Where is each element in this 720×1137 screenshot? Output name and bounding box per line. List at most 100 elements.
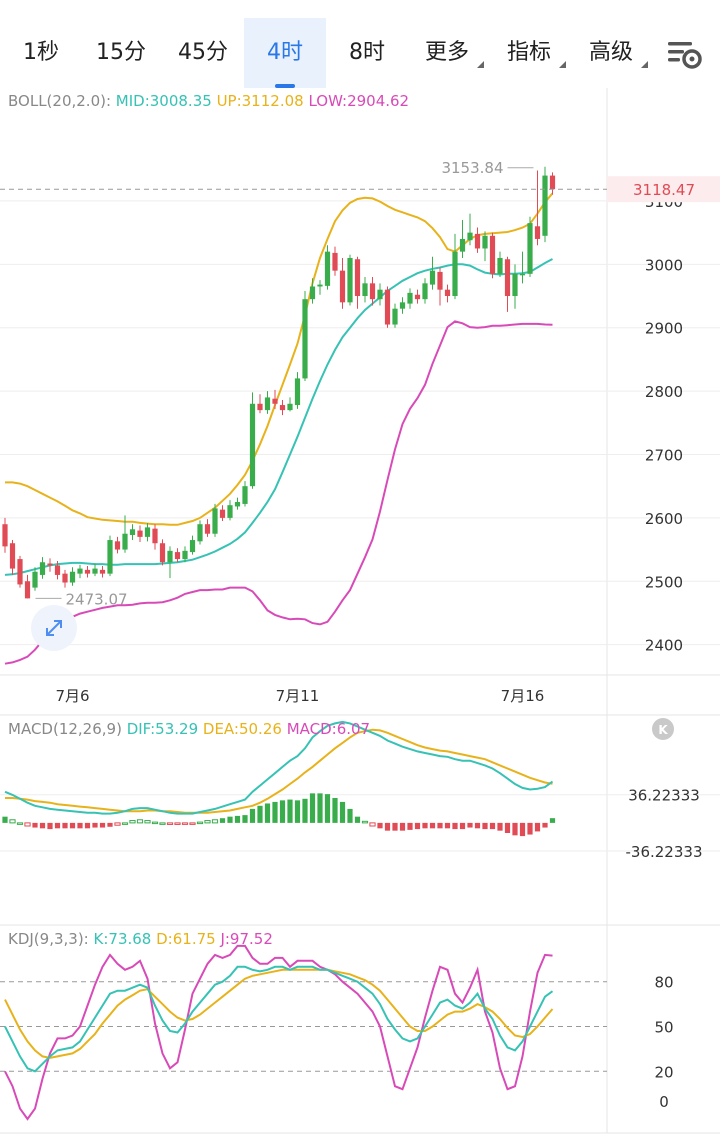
candle-body <box>2 524 8 547</box>
tab-period-15m[interactable]: 15分 <box>80 18 162 88</box>
candle-body <box>362 283 368 297</box>
candle-body <box>167 550 173 563</box>
candle <box>399 297 406 314</box>
macd-histogram-bar <box>279 800 286 823</box>
macd-histogram-bar <box>497 822 503 831</box>
tab-advanced-dropdown[interactable]: 高级 <box>578 18 648 88</box>
candle <box>534 170 541 246</box>
candle <box>77 564 83 579</box>
macd-histogram-bar <box>144 820 151 824</box>
candle <box>107 535 113 577</box>
macd-histogram-bar <box>294 800 301 823</box>
tab-label: 45分 <box>178 40 228 65</box>
y-tick-label: 2400 <box>645 637 683 655</box>
y-tick-label: 0 <box>659 1093 669 1111</box>
macd-histogram-bar <box>69 822 76 829</box>
low-price-label: 2473.07 <box>66 590 128 608</box>
candle <box>287 397 293 412</box>
candle <box>242 481 248 507</box>
candle-body <box>69 571 76 583</box>
collapse-macd-button[interactable]: K <box>652 718 674 740</box>
macd-histogram-bar <box>196 821 204 825</box>
candle <box>384 286 391 328</box>
indicator-value-d: D:61.75 <box>151 930 215 948</box>
candle <box>474 227 481 253</box>
candle-body <box>489 235 496 274</box>
candle <box>497 251 503 277</box>
candle <box>24 574 31 599</box>
candle <box>414 289 421 304</box>
candle-body <box>429 270 436 285</box>
candle <box>182 546 188 563</box>
macd-histogram-bar <box>452 822 458 830</box>
candle <box>429 256 436 290</box>
candle <box>249 392 256 489</box>
tab-period-45m[interactable]: 45分 <box>162 18 244 88</box>
macd-histogram-bar <box>324 794 331 823</box>
candle-body <box>92 568 98 574</box>
kdj-d-line <box>4 968 554 1059</box>
indicator-value-up: UP:3112.08 <box>212 92 304 110</box>
candle-body <box>542 175 548 236</box>
candle <box>167 546 173 579</box>
indicator-value-k: K:73.68 <box>89 930 152 948</box>
candle-body <box>32 571 38 588</box>
tab-period-8h[interactable]: 8时 <box>326 18 408 88</box>
macd-histogram-bar <box>32 822 38 828</box>
candle <box>39 557 46 579</box>
svg-text:K: K <box>658 723 668 737</box>
candle <box>32 567 38 591</box>
candle <box>302 290 308 381</box>
macd-histogram-bar <box>129 820 136 824</box>
candle <box>257 394 263 414</box>
candle-body <box>39 562 46 575</box>
candle-body <box>107 540 113 574</box>
kdj-panel: 80 50 20 0 <box>0 944 674 1121</box>
y-tick-label: 2700 <box>645 446 683 464</box>
candle <box>17 555 23 588</box>
macd-histogram-bar <box>399 822 406 831</box>
candle-body <box>444 289 451 297</box>
macd-histogram-bar <box>2 816 8 823</box>
y-tick-label: 80 <box>654 974 673 992</box>
candle-body <box>62 573 68 583</box>
macd-histogram-bar <box>519 822 526 837</box>
candle <box>92 563 98 577</box>
candle <box>9 540 16 575</box>
expand-chart-button[interactable] <box>31 605 77 651</box>
candle <box>354 256 361 309</box>
macd-histogram-bar <box>136 819 144 824</box>
candle-body <box>369 283 376 300</box>
tab-period-4h[interactable]: 4时 <box>244 18 326 88</box>
macd-histogram-bar <box>219 818 226 823</box>
macd-histogram-bar <box>227 816 233 823</box>
candle-body <box>392 308 398 325</box>
candle-body <box>152 528 158 544</box>
candle <box>47 558 53 572</box>
boll-low-line <box>4 320 553 665</box>
indicator-name: KDJ(9,3,3): <box>8 930 89 948</box>
tab-more-dropdown[interactable]: 更多 <box>414 18 484 88</box>
indicator-value-dif: DIF:53.29 <box>122 720 198 738</box>
candle-body <box>257 403 263 411</box>
candle-body <box>414 294 421 300</box>
tab-indicators-dropdown[interactable]: 指标 <box>496 18 566 88</box>
kdj-k-line <box>4 965 554 1073</box>
candle <box>324 245 331 290</box>
macd-histogram-bar <box>512 822 518 836</box>
chart-settings-icon[interactable] <box>664 34 706 76</box>
macd-histogram-bar <box>542 822 548 828</box>
macd-panel: 36.22333 -36.22333 <box>0 720 720 861</box>
macd-histogram-bar <box>16 822 24 825</box>
candle-body <box>174 552 181 560</box>
candle <box>504 256 511 312</box>
macd-histogram-bar <box>211 819 219 824</box>
macd-histogram-bar <box>84 822 91 829</box>
candle-body <box>122 533 128 550</box>
candle-body <box>242 486 248 504</box>
candle <box>114 536 121 554</box>
tab-period-1s[interactable]: 1秒 <box>2 18 80 88</box>
macd-histogram-bar <box>181 822 189 825</box>
candle <box>204 519 211 537</box>
